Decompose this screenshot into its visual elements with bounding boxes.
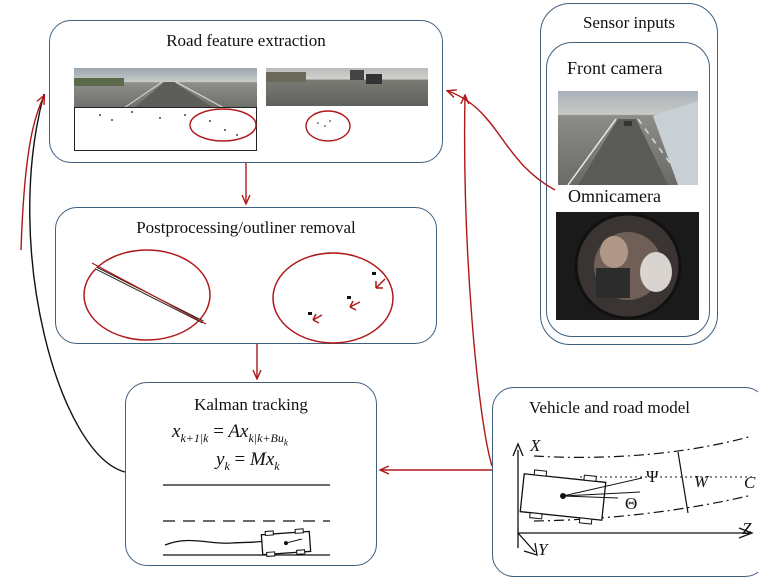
- feature-highlight-ellipse-2: [305, 110, 351, 142]
- arrow-camera-to-extraction: [448, 91, 556, 191]
- omnicamera-image: [556, 212, 699, 320]
- road-model-drawing: [512, 435, 754, 556]
- axis-x-label: X: [530, 436, 541, 455]
- c-label: C: [744, 473, 756, 492]
- road-feature-map-1: [74, 107, 257, 151]
- kalman-equation-1: xk+1|k = Axk|k+Buk: [172, 421, 288, 448]
- kalman-equation-2: yk = Mxk: [216, 449, 280, 473]
- feature-map-2-dots: [317, 120, 331, 127]
- postprocess-ellipse-left: [83, 249, 211, 341]
- feedback-line-kalman-to-extraction: [29, 93, 126, 473]
- road-feature-map-2: [266, 106, 428, 150]
- feature-highlight-ellipse-1: [189, 108, 257, 142]
- feature-map-1-dots: [99, 111, 238, 136]
- front-camera-label: Front camera: [567, 58, 663, 78]
- feedback-line-red-tip: [20, 96, 44, 251]
- axis-z-label: Z: [742, 519, 752, 538]
- sensor-inputs-title: Sensor inputs: [582, 13, 676, 32]
- omnicamera-label: Omnicamera: [568, 186, 661, 206]
- front-camera-image: [558, 91, 698, 185]
- kalman-vehicle: [260, 528, 312, 557]
- postprocess-ellipse-right: [272, 252, 394, 344]
- road-image-1: [74, 68, 257, 108]
- kalman-tracking-box: Kalman tracking: [125, 382, 377, 566]
- arrow-model-to-extraction: [465, 96, 493, 467]
- axis-y-label: Y: [538, 540, 548, 559]
- postprocessing-box: Postprocessing/outliner removal: [55, 207, 437, 344]
- theta-label: Θ: [625, 494, 638, 513]
- postprocessing-title: Postprocessing/outliner removal: [136, 218, 356, 237]
- road-image-2: [266, 68, 428, 106]
- vehicle-road-model-title: Vehicle and road model: [529, 398, 690, 417]
- kalman-tracking-title: Kalman tracking: [194, 395, 308, 414]
- kalman-trajectory: [164, 539, 266, 546]
- psi-label: Ψ: [646, 467, 659, 486]
- postprocess-points: [308, 272, 376, 315]
- road-feature-extraction-title: Road feature extraction: [166, 31, 326, 50]
- w-label: W: [694, 472, 709, 491]
